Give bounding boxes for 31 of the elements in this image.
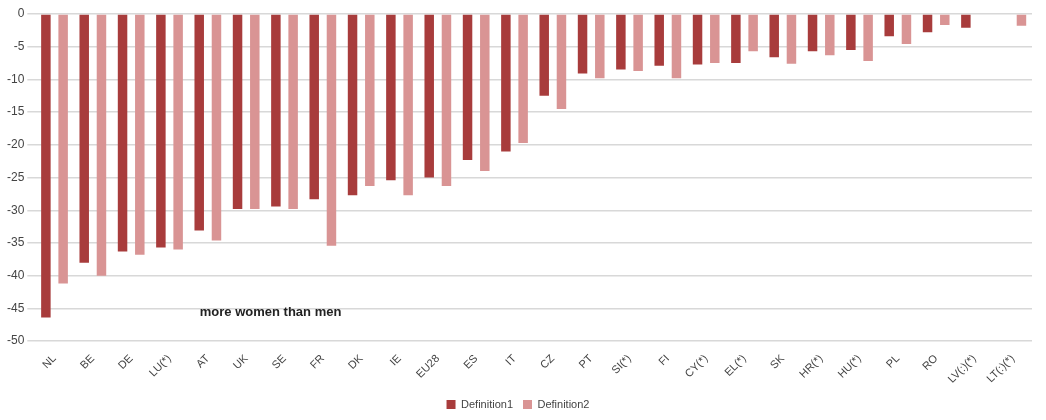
y-tick-label: -30: [7, 202, 25, 217]
x-tick-label: FI: [655, 351, 672, 368]
x-tick-label: ES: [460, 351, 480, 371]
y-tick-label: -35: [7, 235, 25, 250]
y-tick-label: -50: [7, 333, 25, 348]
y-tick-label: -20: [7, 137, 25, 152]
x-tick-label: IT: [502, 351, 519, 368]
y-tick-label: 0: [17, 6, 25, 21]
y-tick-label: -10: [7, 71, 25, 86]
x-tick-label: PT: [576, 351, 595, 371]
x-tick-label: SE: [269, 351, 289, 371]
x-tick-label: IE: [387, 351, 404, 368]
x-tick-label: RO: [919, 351, 941, 373]
x-tick-label: PL: [883, 351, 902, 370]
y-tick-label: -5: [13, 39, 25, 54]
y-tick-label: -25: [7, 169, 25, 184]
x-tick-label: DK: [345, 351, 366, 372]
x-tick-label: BE: [77, 351, 97, 371]
x-tick-label: UK: [230, 351, 251, 372]
y-tick-label: -45: [7, 300, 25, 315]
y-tick-label: -40: [7, 268, 25, 283]
y-tick-label: -15: [7, 104, 25, 119]
legend-label: Definition2: [537, 397, 590, 410]
x-tick-label: FR: [307, 351, 327, 371]
x-tick-label: DE: [115, 351, 135, 372]
annotation: more women than men: [199, 303, 342, 319]
x-tick-label: AT: [193, 351, 212, 370]
legend-label: Definition1: [461, 397, 514, 410]
x-tick-label: CZ: [537, 351, 557, 371]
x-tick-label: NL: [39, 351, 59, 371]
x-tick-label: SK: [767, 351, 787, 371]
